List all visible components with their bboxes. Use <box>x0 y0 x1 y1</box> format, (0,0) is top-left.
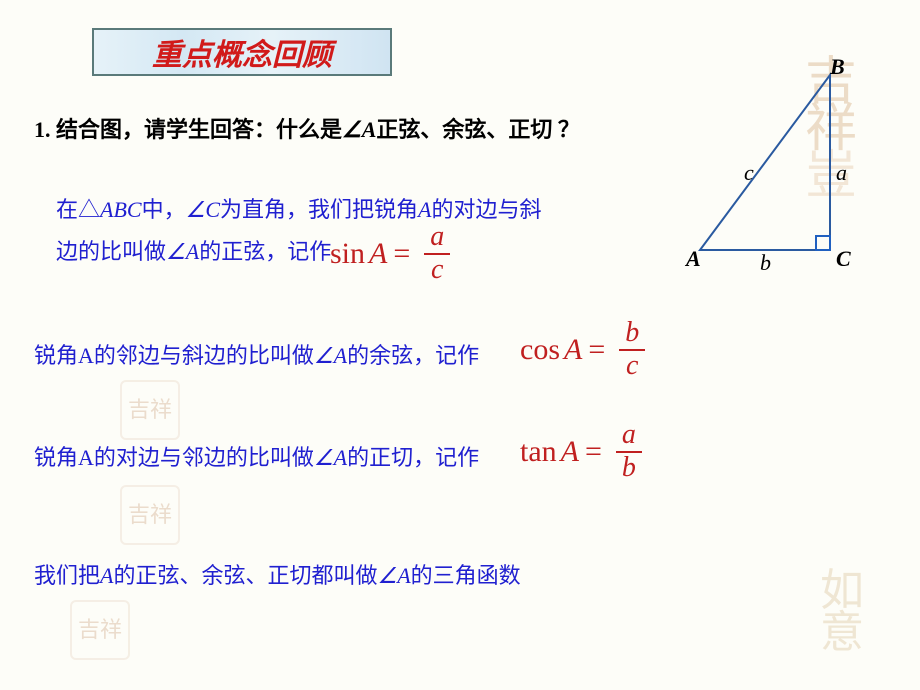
t: 为直角，我们把锐角 <box>220 197 418 222</box>
num: a <box>424 222 450 255</box>
label-c: c <box>744 160 754 186</box>
frac: a b <box>616 420 642 484</box>
t: 的余弦，记作 <box>347 343 479 368</box>
t: 锐角A的邻边与斜边的比叫做 <box>34 343 314 368</box>
sin-def-line1: 在△ABC中，∠C为直角，我们把锐角A的对边与斜 <box>56 192 541 224</box>
q-suffix: 正弦、余弦、正切 ？ <box>376 117 580 142</box>
formula-tan: tan A = a b <box>520 420 642 484</box>
label-a: a <box>836 160 847 186</box>
t: 我们把 <box>34 563 100 588</box>
t: 的三角函数 <box>411 563 521 588</box>
question-line: 1. 结合图，请学生回答：什么是∠A正弦、余弦、正切 ？ <box>34 112 580 144</box>
den: c <box>620 351 644 382</box>
tan-def-line: 锐角A的对边与邻边的比叫做∠A的正切，记作 <box>34 440 479 472</box>
t: ∠A <box>377 563 410 588</box>
num: a <box>616 420 642 453</box>
label-b: b <box>760 250 771 276</box>
sin-def-line2: 边的比叫做∠A的正弦，记作 <box>56 234 331 266</box>
seal-2: 吉祥 <box>120 485 180 545</box>
t: 的对边与斜 <box>431 197 541 222</box>
t: 边的比叫做 <box>56 239 166 264</box>
t: ∠A <box>314 445 347 470</box>
title-box: 重点概念回顾 <box>92 28 392 76</box>
cos-def-line: 锐角A的邻边与斜边的比叫做∠A的余弦，记作 <box>34 338 479 370</box>
t: A <box>100 563 113 588</box>
t: A <box>418 197 431 222</box>
den: b <box>616 453 642 484</box>
t: 锐角A的对边与邻边的比叫做 <box>34 445 314 470</box>
var: A <box>564 333 582 367</box>
t: 在△ <box>56 197 100 222</box>
wm-char: 如 <box>820 570 890 612</box>
formula-cos: cos A = b c <box>520 318 645 382</box>
title-text: 重点概念回顾 <box>152 30 332 74</box>
t: 的正弦、余弦、正切都叫做 <box>113 563 377 588</box>
t: ABC <box>100 197 142 222</box>
label-A: A <box>686 246 701 272</box>
fn: tan <box>520 435 557 469</box>
formula-sin: sin A = a c <box>330 222 450 286</box>
triangle-svg <box>680 60 860 270</box>
seal-1: 吉祥 <box>120 380 180 440</box>
frac: a c <box>424 222 450 286</box>
t: 的正弦，记作 <box>199 239 331 264</box>
t: 中， <box>142 197 186 222</box>
seal-3: 吉祥 <box>70 600 130 660</box>
frac: b c <box>619 318 645 382</box>
num: b <box>619 318 645 351</box>
q-prefix: 1. 结合图，请学生回答：什么是 <box>34 117 342 142</box>
var: A <box>369 237 387 271</box>
t: ∠A <box>166 239 199 264</box>
watermark-bottom-right: 如 意 <box>820 570 890 670</box>
label-B: B <box>830 54 845 80</box>
fn: cos <box>520 333 560 367</box>
fn: sin <box>330 237 365 271</box>
t: ∠A <box>314 343 347 368</box>
var: A <box>561 435 579 469</box>
t: ∠C <box>186 197 220 222</box>
den: c <box>425 255 449 286</box>
t: 的正切，记作 <box>347 445 479 470</box>
triangle-diagram: A B C a b c <box>680 60 860 270</box>
summary-line: 我们把A的正弦、余弦、正切都叫做∠A的三角函数 <box>34 558 521 590</box>
wm-char: 意 <box>820 612 890 654</box>
label-C: C <box>836 246 851 272</box>
q-angle: ∠A <box>342 117 376 142</box>
